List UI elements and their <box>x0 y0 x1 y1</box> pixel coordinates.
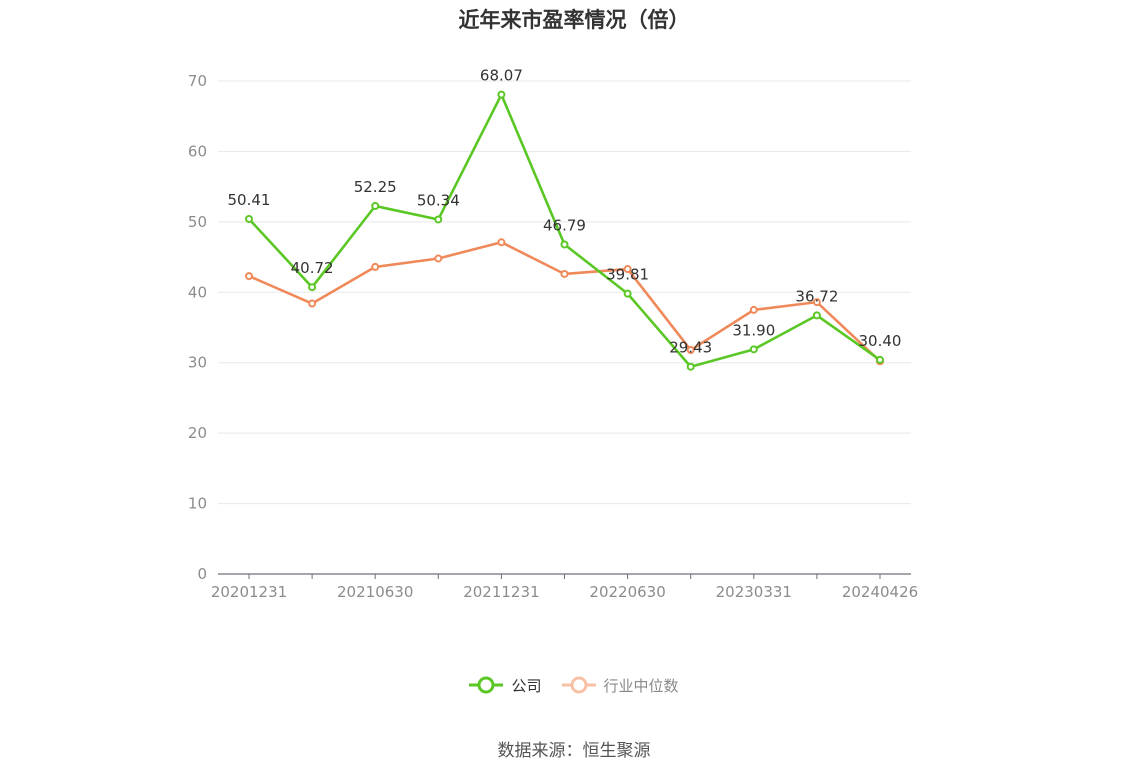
industry-point-20210630 <box>371 262 380 271</box>
industry-line <box>248 240 881 363</box>
company-data-label-20210331: 40.72 <box>291 259 334 277</box>
company-point-20230630 <box>812 311 821 320</box>
company-point-20210331 <box>308 283 317 292</box>
legend-label-industry: 行业中位数 <box>603 676 679 695</box>
company-point-20201231 <box>245 214 253 223</box>
legend: 公司 行业中位数 <box>0 673 1148 697</box>
company-point-20230331 <box>749 345 758 354</box>
legend-industry-marker-icon <box>561 676 596 694</box>
y-axis-ticks: 0 10 20 30 40 50 60 70 <box>188 72 207 583</box>
company-data-label-20230331: 31.90 <box>732 321 775 339</box>
series-industry-median <box>245 238 884 366</box>
company-data-label-20210630: 52.25 <box>354 178 397 196</box>
x-tick-label-20230331: 20230331 <box>716 583 792 601</box>
company-point-20211231 <box>497 90 506 99</box>
company-point-20240426 <box>876 355 884 364</box>
x-tick-label-20210630: 20210630 <box>337 583 413 601</box>
company-point-20210930 <box>434 215 443 224</box>
y-tick-label-0: 0 <box>197 565 207 583</box>
x-tick-label-20240426: 20240426 <box>842 583 918 601</box>
series-company <box>245 90 884 371</box>
company-data-label-20230630: 36.72 <box>795 287 838 305</box>
company-point-20220930 <box>686 362 695 371</box>
pe-ratio-line-chart: 0 10 20 30 40 50 60 70 20201231 20210630 20211231… <box>188 67 918 601</box>
data-labels: 50.41 40.72 52.25 50.34 68.07 46.79 39.81 29.43… <box>228 67 902 357</box>
y-tick-label-30: 30 <box>188 354 207 372</box>
legend-company-marker-icon <box>469 676 504 694</box>
x-tick-label-20220630: 20220630 <box>589 583 665 601</box>
y-tick-label-20: 20 <box>188 424 207 442</box>
company-point-20220331 <box>560 240 569 249</box>
company-data-label-20210930: 50.34 <box>417 191 460 209</box>
industry-point-20201231 <box>245 272 253 281</box>
data-source: 数据来源：恒生聚源 <box>497 741 651 761</box>
y-tick-label-10: 10 <box>188 495 207 513</box>
x-tick-label-20201231: 20201231 <box>211 583 287 601</box>
x-axis: 20201231 20210630 20211231 20220630 20230331… <box>211 573 918 601</box>
company-data-label-20240426: 30.40 <box>859 332 902 350</box>
industry-point-20220630 <box>623 265 632 274</box>
legend-label-company: 公司 <box>511 676 542 695</box>
industry-point-20210331 <box>308 299 317 308</box>
legend-item-company[interactable]: 公司 <box>469 673 542 697</box>
industry-point-20230331 <box>749 305 758 314</box>
chart-title: 近年来市盈率情况（倍） <box>458 8 690 32</box>
industry-point-20230630 <box>812 298 821 307</box>
company-data-label-20220930: 29.43 <box>669 339 712 357</box>
company-data-label-20220331: 46.79 <box>543 216 586 234</box>
industry-point-20220930 <box>686 346 695 355</box>
industry-point-20220331 <box>560 269 569 278</box>
industry-point-20210930 <box>434 254 443 263</box>
y-tick-label-60: 60 <box>188 142 207 160</box>
industry-point-20211231 <box>497 238 506 247</box>
y-tick-label-40: 40 <box>188 283 207 301</box>
company-data-label-20201231: 50.41 <box>228 191 271 209</box>
x-tick-label-20211231: 20211231 <box>463 583 539 601</box>
company-point-20210630 <box>371 202 380 211</box>
y-tick-label-70: 70 <box>188 72 207 90</box>
legend-item-industry[interactable]: 行业中位数 <box>561 673 679 697</box>
company-data-label-20220630: 39.81 <box>606 266 649 284</box>
y-tick-label-50: 50 <box>188 213 207 231</box>
company-point-20220630 <box>623 289 632 298</box>
company-data-label-20211231: 68.07 <box>480 67 523 85</box>
